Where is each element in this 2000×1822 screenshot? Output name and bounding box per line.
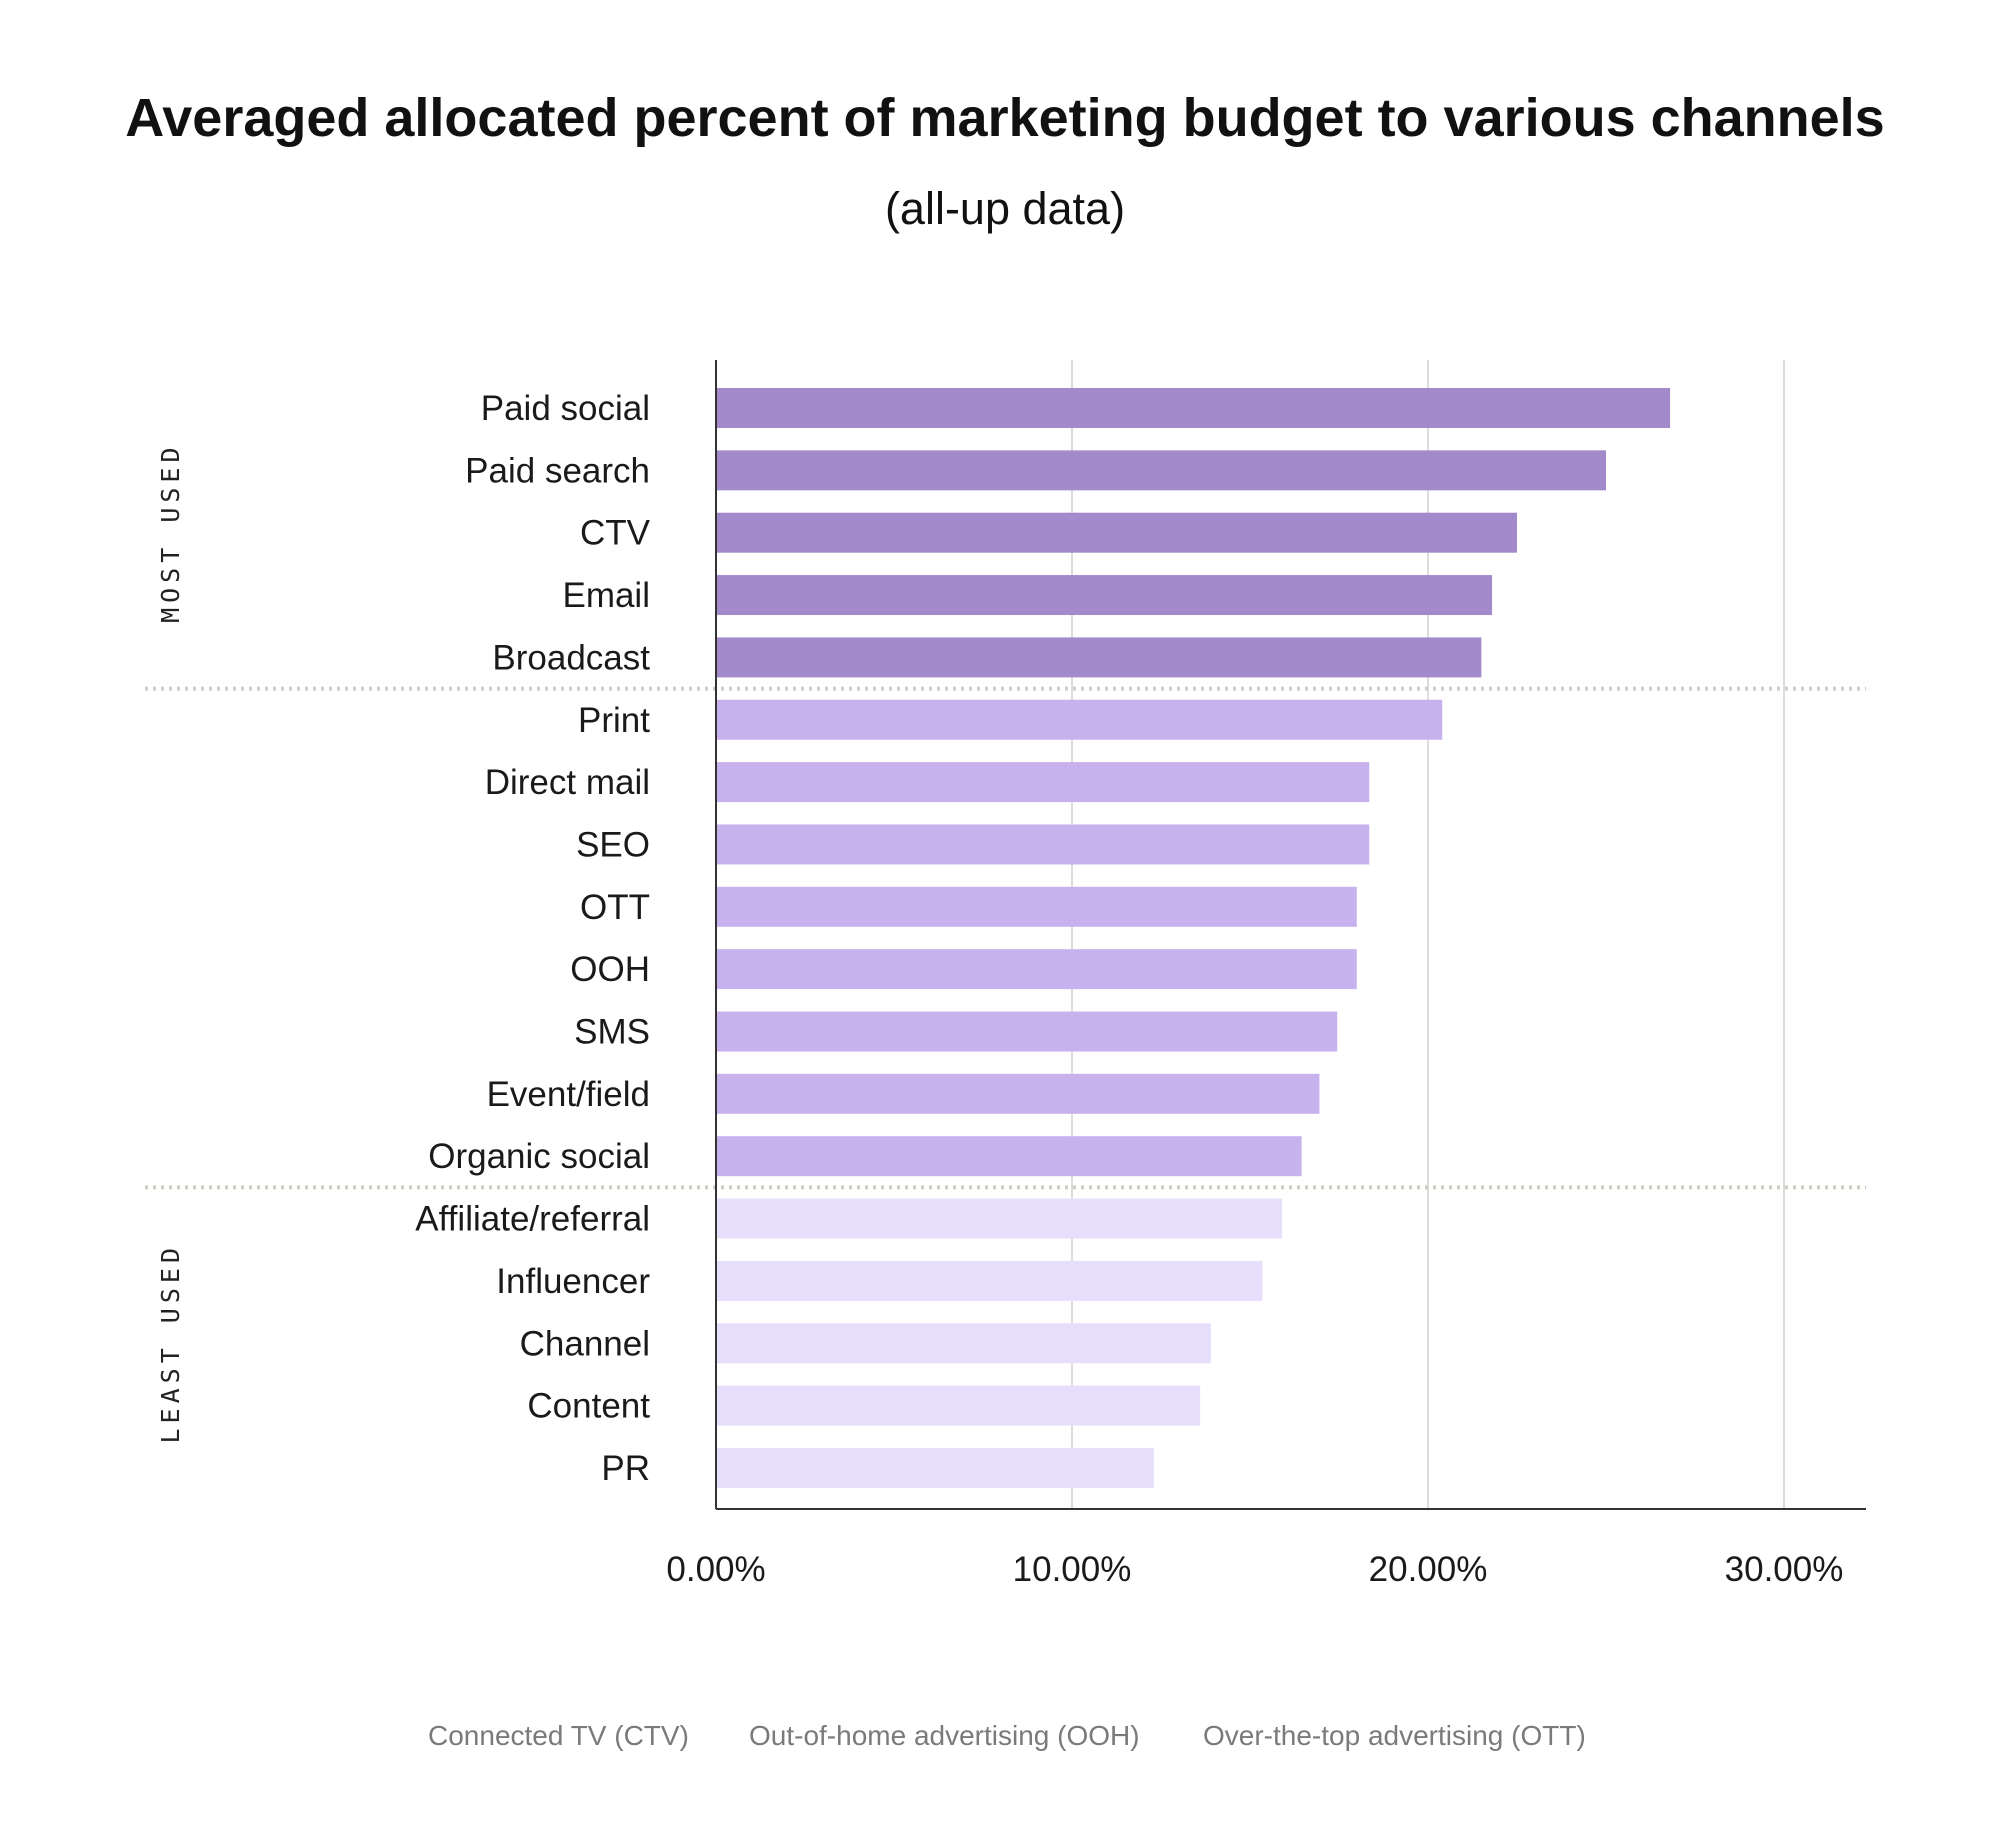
bar-organic-social — [716, 1136, 1302, 1177]
category-label-ott: OTT — [580, 888, 650, 927]
category-label-ctv: CTV — [580, 514, 651, 553]
category-label-sms: SMS — [574, 1013, 650, 1052]
category-label-affiliate-referral: Affiliate/referral — [415, 1200, 650, 1239]
category-label-organic-social: Organic social — [428, 1137, 650, 1176]
category-labels: Paid social Paid search CTV Email Broadcast P… — [415, 389, 650, 1488]
category-label-event-field: Event/field — [487, 1075, 650, 1114]
bar-influencer — [716, 1260, 1263, 1301]
x-tick-label-10: 10.00% — [1013, 1550, 1132, 1589]
x-tick-label-20: 20.00% — [1369, 1550, 1488, 1589]
bar-email — [716, 575, 1493, 616]
bars — [716, 388, 1671, 1488]
bar-broadcast — [716, 637, 1482, 678]
group-label-least-used: LEAST USED — [156, 1243, 185, 1444]
bar-direct-mail — [716, 762, 1370, 803]
chart-title: Averaged allocated percent of marketing … — [125, 88, 1884, 148]
category-label-paid-search: Paid search — [465, 451, 650, 490]
category-label-direct-mail: Direct mail — [485, 763, 650, 802]
bar-ctv — [716, 512, 1517, 553]
x-tick-label-0: 0.00% — [666, 1550, 765, 1589]
category-label-broadcast: Broadcast — [492, 638, 650, 677]
footnote-2: Out-of-home advertising (OOH) — [749, 1720, 1140, 1751]
footnote-1: Connected TV (CTV) — [428, 1720, 689, 1751]
x-tick-label-30: 30.00% — [1725, 1550, 1844, 1589]
bar-sms — [716, 1011, 1338, 1052]
axes — [715, 360, 1866, 1510]
category-label-print: Print — [578, 701, 650, 740]
category-label-pr: PR — [601, 1449, 650, 1488]
bar-event-field — [716, 1073, 1320, 1114]
chart-subtitle: (all-up data) — [885, 183, 1125, 234]
category-label-seo: SEO — [576, 825, 650, 864]
bar-pr — [716, 1447, 1154, 1488]
group-label-most-used: MOST USED — [156, 442, 185, 622]
group-labels: MOST USED LEAST USED — [156, 442, 185, 1443]
bar-content — [716, 1385, 1201, 1426]
category-label-content: Content — [527, 1387, 650, 1426]
category-label-paid-social: Paid social — [481, 389, 650, 428]
footnotes: Connected TV (CTV) Out-of-home advertisin… — [428, 1720, 1586, 1751]
group-dividers — [145, 686, 1866, 1190]
bar-print — [716, 699, 1443, 740]
bar-seo — [716, 824, 1370, 865]
category-label-channel: Channel — [520, 1324, 650, 1363]
bar-paid-social — [716, 388, 1671, 428]
footnote-3: Over-the-top advertising (OTT) — [1203, 1720, 1586, 1751]
bar-affiliate-referral — [716, 1198, 1283, 1239]
bar-ooh — [716, 949, 1357, 990]
bar-paid-search — [716, 450, 1606, 491]
category-label-influencer: Influencer — [496, 1262, 650, 1301]
bar-ott — [716, 886, 1357, 927]
bar-channel — [716, 1323, 1211, 1364]
category-label-ooh: OOH — [570, 950, 650, 989]
category-label-email: Email — [562, 576, 650, 615]
x-tick-labels: 0.00% 10.00% 20.00% 30.00% — [666, 1550, 1843, 1589]
